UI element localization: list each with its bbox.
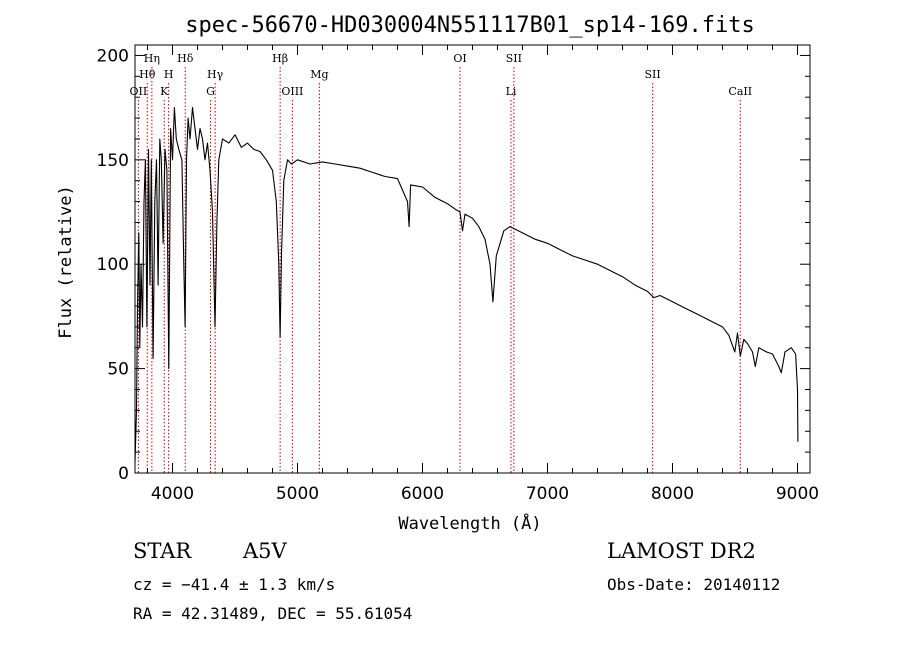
y-tick-label: 150 (97, 151, 129, 171)
spectral-line-label: H (164, 68, 174, 81)
spectral-line-label: Hδ (177, 52, 194, 65)
y-axis-label: Flux (relative) (56, 185, 76, 339)
spectral-line-label: OIII (281, 85, 303, 98)
spectral-line-label: SII (645, 68, 661, 81)
spectral-line-label: Hγ (207, 68, 224, 81)
spectral-line-label: Hβ (272, 52, 288, 65)
spectral-subclass: A5V (243, 539, 287, 563)
spectral-line-label: Hθ (139, 68, 156, 81)
object-type: STAR (133, 539, 192, 563)
observation-date: Obs-Date: 20140112 (607, 575, 781, 594)
axis-layer: 4000 5000 6000 7000 8000 9000 0 50 100 150 200 (97, 44, 819, 504)
spectral-line-label: OI (453, 52, 466, 65)
spectral-line-label: G (206, 85, 215, 98)
x-axis-label: Wavelength (Å) (398, 512, 541, 534)
x-tick-label: 4000 (151, 484, 194, 504)
spectral-line-label: Li (506, 85, 517, 98)
spectral-line-label: Hη (144, 52, 160, 65)
plot-frame (134, 44, 811, 474)
x-tick-label: 9000 (776, 484, 819, 504)
x-tick-label: 7000 (526, 484, 569, 504)
spectral-line-label: K (160, 85, 169, 98)
chart-title: spec-56670-HD030004N551117B01_sp14-169.f… (185, 13, 755, 38)
redshift-info: cz = −41.4 ± 1.3 km/s (133, 575, 336, 594)
y-tick-label: 200 (97, 46, 129, 66)
spectral-line-label: CaII (728, 85, 752, 98)
y-tick-label: 0 (118, 464, 129, 484)
x-tick-label: 5000 (276, 484, 319, 504)
spectrum-line (134, 107, 799, 463)
x-tick-label: 8000 (651, 484, 694, 504)
y-tick-label: 100 (97, 255, 129, 275)
x-tick-label: 6000 (401, 484, 444, 504)
survey-name: LAMOST DR2 (607, 539, 756, 563)
spectral-line-label: OII (130, 85, 148, 98)
spectral-line-label: Mg (310, 68, 328, 81)
series-layer (134, 107, 799, 463)
y-tick-label: 50 (107, 360, 129, 380)
coordinates-info: RA = 42.31489, DEC = 55.61054 (133, 604, 413, 623)
spectral-line-label: SII (506, 52, 522, 65)
